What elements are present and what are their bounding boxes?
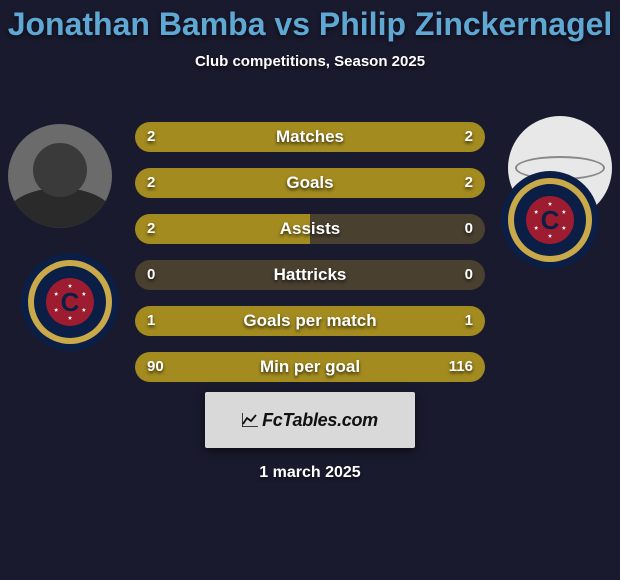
subtitle: Club competitions, Season 2025: [0, 53, 620, 70]
watermark-text: FcTables.com: [262, 410, 378, 431]
stat-label: Goals: [135, 168, 485, 198]
stat-label: Assists: [135, 214, 485, 244]
stat-row: 22Goals: [135, 168, 485, 198]
comparison-title: Jonathan Bamba vs Philip Zinckernagel: [0, 0, 620, 43]
vs-text: vs: [266, 6, 319, 42]
player1-name: Jonathan Bamba: [8, 6, 266, 42]
stat-label: Goals per match: [135, 306, 485, 336]
stat-row: 11Goals per match: [135, 306, 485, 336]
player2-name: Philip Zinckernagel: [319, 6, 612, 42]
player2-club-badge: C: [500, 170, 600, 270]
svg-text:C: C: [541, 205, 560, 235]
stat-label: Hattricks: [135, 260, 485, 290]
svg-text:C: C: [61, 287, 80, 317]
chart-icon: [242, 413, 258, 427]
player1-club-badge: C: [20, 252, 120, 352]
stat-row: 00Hattricks: [135, 260, 485, 290]
stat-row: 90116Min per goal: [135, 352, 485, 382]
stat-label: Matches: [135, 122, 485, 152]
fctables-watermark: FcTables.com: [205, 392, 415, 448]
stat-label: Min per goal: [135, 352, 485, 382]
date-label: 1 march 2025: [0, 464, 620, 482]
stat-row: 22Matches: [135, 122, 485, 152]
stat-row: 20Assists: [135, 214, 485, 244]
stats-panel: 22Matches 22Goals 20Assists 00Hattricks 11Go…: [135, 122, 485, 398]
player1-photo: [8, 124, 112, 228]
